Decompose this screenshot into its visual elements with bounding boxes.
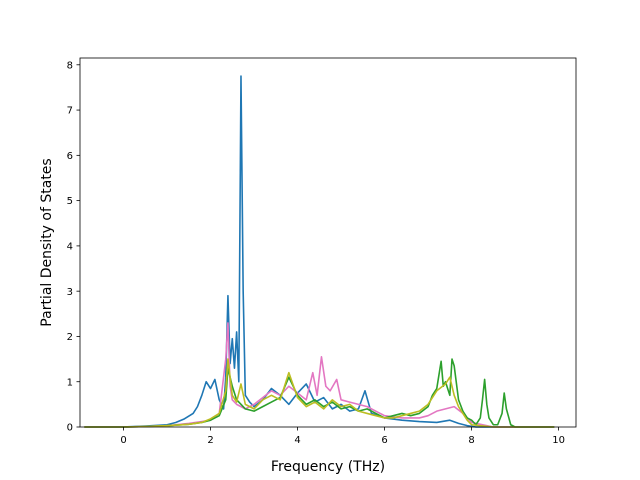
y-axis-label: Partial Density of States: [39, 158, 55, 326]
y-tick-label: 5: [67, 196, 73, 207]
series-line-4: [84, 358, 555, 428]
x-tick-label: 8: [468, 435, 474, 446]
x-tick-label: 0: [120, 435, 126, 446]
x-tick-label: 6: [381, 435, 387, 446]
y-tick-label: 0: [67, 423, 73, 434]
y-tick-label: 1: [67, 377, 73, 388]
series-line-2: [84, 322, 555, 428]
series-layer: [84, 75, 555, 428]
y-tick-label: 6: [67, 151, 73, 162]
series-line-1: [84, 75, 555, 428]
series-line-3: [84, 358, 555, 428]
y-tick-label: 8: [67, 60, 73, 71]
y-tick-label: 7: [67, 106, 73, 117]
y-tick-label: 3: [67, 287, 73, 298]
y-tick-label: 4: [67, 241, 73, 252]
y-ticks: 0 1 2 3 4 5 6 7 8: [67, 60, 80, 434]
x-ticks: 0 2 4 6 8 10: [120, 427, 565, 446]
y-tick-label: 2: [67, 332, 73, 343]
x-tick-label: 10: [552, 435, 565, 446]
x-tick-label: 4: [294, 435, 300, 446]
plot-frame: [79, 57, 577, 428]
x-axis-label: Frequency (THz): [271, 459, 385, 475]
x-tick-label: 2: [207, 435, 213, 446]
